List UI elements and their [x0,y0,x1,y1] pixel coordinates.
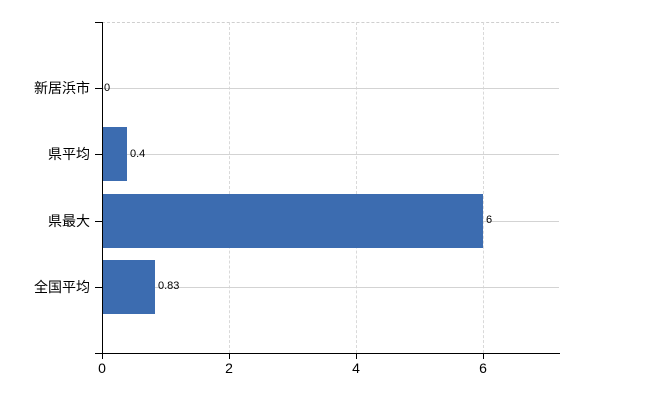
bar-value-label: 0.4 [130,148,146,160]
bar-value-label: 0.83 [158,280,180,292]
grid-line-horizontal [102,88,559,89]
grid-line-vertical [229,22,230,353]
bar [102,127,127,181]
y-axis-line [102,22,103,353]
bar [102,194,483,248]
y-axis-tick [95,287,102,288]
x-axis-tick [356,353,357,359]
x-tick-label: 4 [352,360,360,376]
category-label: 全国平均 [34,279,90,295]
category-label: 県平均 [48,146,90,162]
grid-line-horizontal [102,287,559,288]
y-axis-tick [95,154,102,155]
x-axis-tick [483,353,484,359]
grid-line-horizontal [102,154,559,155]
y-axis-tick [95,88,102,89]
category-label: 県最大 [48,213,90,229]
grid-line-vertical [483,22,484,353]
bar-value-label: 6 [486,214,493,226]
bar-value-label: 0 [104,82,111,94]
grid-line-vertical [356,22,357,353]
x-tick-label: 6 [479,360,487,376]
x-axis-tick [229,353,230,359]
x-axis-tick [102,353,103,359]
x-tick-label: 0 [98,360,106,376]
x-tick-label: 2 [225,360,233,376]
x-axis-line [95,353,560,354]
y-axis-tick [95,221,102,222]
category-label: 新居浜市 [34,80,90,96]
bar [102,260,155,314]
y-axis-tick [95,22,102,23]
plot-top-border [102,22,559,23]
